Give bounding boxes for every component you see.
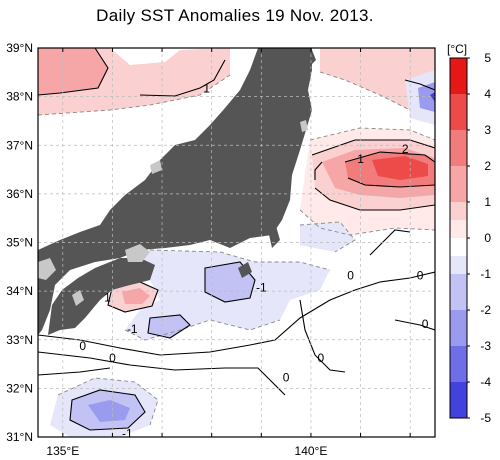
colorbar-bin: [450, 274, 467, 310]
colorbar-bin: [450, 94, 467, 130]
colorbar-label: 1: [484, 195, 491, 209]
contour-label: 0: [79, 339, 86, 353]
contour-label: 1: [203, 81, 210, 95]
colorbar-label: -5: [480, 411, 491, 425]
contour-labels: 1 1 2 0 0 -1 -1 1 0 0 0 0 0 -1: [79, 81, 429, 441]
latitude-label: 35°N: [6, 236, 33, 250]
latitude-label: 33°N: [6, 333, 33, 347]
colorbar-bin: [450, 220, 467, 238]
latitude-label: 34°N: [6, 284, 33, 298]
colorbar-bin: [450, 58, 467, 94]
contour-label: 0: [109, 351, 116, 365]
colorbar-bin: [450, 310, 467, 346]
colorbar-label: -4: [480, 375, 491, 389]
latitude-label: 31°N: [6, 430, 33, 444]
colorbar-bin: [450, 166, 467, 202]
colorbar-bin: [450, 202, 467, 220]
dashed-contours: [38, 71, 435, 426]
colorbar-label: 2: [484, 159, 491, 173]
contour-label: 0: [347, 269, 354, 283]
contour-label: 0: [318, 351, 325, 365]
contour-label: -1: [127, 322, 138, 336]
colorbar-label: -3: [480, 339, 491, 353]
longitude-label: 135°E: [46, 444, 79, 458]
colorbar-label: 5: [484, 51, 491, 65]
latitude-label: 36°N: [6, 187, 33, 201]
axis-ticks: [62, 48, 411, 437]
contour-label: 0: [422, 317, 429, 331]
colorbar-bin: [450, 346, 467, 382]
contour-label: 0: [417, 269, 424, 283]
longitude-label: 140°E: [295, 444, 328, 458]
contour-label: 0: [283, 371, 290, 385]
longitude-labels: 135°E 140°E: [46, 444, 327, 458]
contour-label: 1: [357, 152, 364, 166]
contour-label: -1: [122, 427, 133, 441]
land-japan: [38, 48, 316, 335]
colorbar-label: 4: [484, 87, 491, 101]
colorbar-bin: [450, 130, 467, 166]
contour-label: 1: [104, 290, 111, 304]
latitude-labels: 39°N 38°N 37°N 36°N 35°N 34°N 33°N 32°N 31°N: [6, 41, 33, 444]
colorbar-label: 0: [484, 231, 491, 245]
map-plot-area: 1 1 2 0 0 -1 -1 1 0 0 0 0 0 -1: [38, 48, 435, 441]
lakes: [38, 120, 308, 306]
colorbar-bin: [450, 256, 467, 274]
colorbar-bin: [450, 382, 467, 418]
colorbar-label: -2: [480, 303, 491, 317]
contour-label: -1: [256, 281, 267, 295]
contour-label: 2: [402, 142, 409, 156]
cool-anomaly-shading: [50, 70, 435, 437]
colorbar-label: -1: [480, 267, 491, 281]
map-frame: [37, 47, 436, 438]
colorbar-unit: [°C]: [447, 42, 467, 56]
warm-anomaly-shading: [38, 48, 435, 312]
colorbar-bin: [450, 238, 467, 256]
latitude-label: 39°N: [6, 41, 33, 55]
map-title: Daily SST Anomalies 19 Nov. 2013.: [96, 6, 374, 25]
latitude-label: 38°N: [6, 90, 33, 104]
latitude-label: 37°N: [6, 138, 33, 152]
colorbar-label: 3: [484, 123, 491, 137]
colorbar: 5 4 3 2 1 0 -1 -2 -3 -4 -5: [449, 51, 491, 425]
latitude-label: 32°N: [6, 381, 33, 395]
graticule: [38, 48, 435, 437]
